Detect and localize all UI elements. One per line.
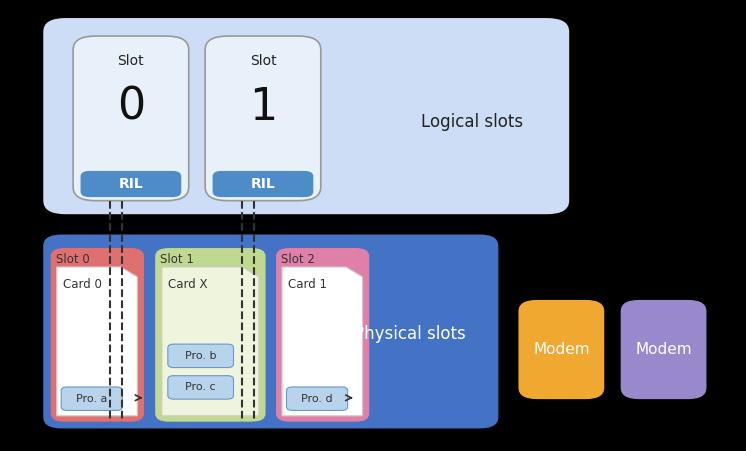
FancyBboxPatch shape bbox=[168, 376, 233, 399]
Polygon shape bbox=[282, 267, 363, 416]
Text: Slot 2: Slot 2 bbox=[281, 253, 315, 267]
Text: RIL: RIL bbox=[251, 177, 275, 191]
Polygon shape bbox=[162, 267, 259, 416]
Text: Slot: Slot bbox=[118, 54, 144, 68]
FancyBboxPatch shape bbox=[61, 387, 122, 410]
FancyBboxPatch shape bbox=[518, 300, 604, 399]
Text: Pro. c: Pro. c bbox=[185, 382, 216, 392]
FancyBboxPatch shape bbox=[168, 344, 233, 368]
FancyBboxPatch shape bbox=[205, 36, 321, 201]
FancyBboxPatch shape bbox=[43, 235, 498, 428]
Text: Modem: Modem bbox=[533, 342, 589, 357]
Text: RIL: RIL bbox=[119, 177, 143, 191]
Text: Slot 0: Slot 0 bbox=[56, 253, 90, 267]
Text: Slot 1: Slot 1 bbox=[160, 253, 194, 267]
Text: Card 1: Card 1 bbox=[288, 278, 327, 291]
FancyBboxPatch shape bbox=[276, 248, 369, 422]
Text: Pro. d: Pro. d bbox=[301, 394, 333, 404]
FancyBboxPatch shape bbox=[81, 171, 181, 197]
FancyBboxPatch shape bbox=[286, 387, 348, 410]
Polygon shape bbox=[57, 267, 137, 416]
FancyBboxPatch shape bbox=[43, 18, 569, 214]
FancyBboxPatch shape bbox=[73, 36, 189, 201]
Text: Pro. a: Pro. a bbox=[76, 394, 107, 404]
FancyBboxPatch shape bbox=[51, 248, 144, 422]
Text: Card 0: Card 0 bbox=[63, 278, 101, 291]
Text: 0: 0 bbox=[117, 86, 145, 129]
FancyBboxPatch shape bbox=[155, 248, 266, 422]
Text: Slot: Slot bbox=[250, 54, 276, 68]
Text: 1: 1 bbox=[249, 86, 277, 129]
FancyBboxPatch shape bbox=[213, 171, 313, 197]
Text: Logical slots: Logical slots bbox=[421, 113, 524, 131]
Text: Modem: Modem bbox=[636, 342, 692, 357]
Text: Physical slots: Physical slots bbox=[354, 325, 466, 343]
Text: Pro. b: Pro. b bbox=[185, 351, 216, 361]
FancyBboxPatch shape bbox=[621, 300, 706, 399]
Text: Card X: Card X bbox=[168, 278, 207, 291]
